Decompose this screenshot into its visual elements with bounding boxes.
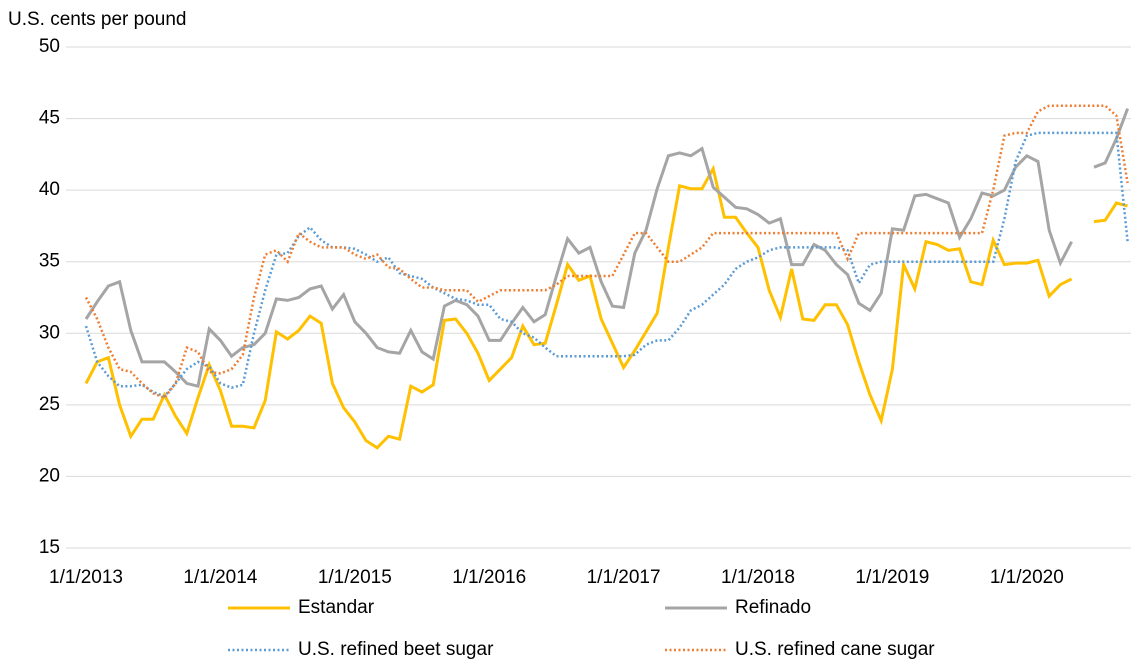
legend-label: U.S. refined cane sugar — [735, 639, 935, 660]
x-tick-label: 1/1/2017 — [587, 567, 661, 588]
x-tick-label: 1/1/2020 — [990, 567, 1064, 588]
x-tick-label: 1/1/2013 — [49, 567, 123, 588]
y-tick-label: 50 — [39, 36, 60, 57]
legend-label: Refinado — [735, 597, 811, 618]
y-tick-label: 25 — [39, 394, 60, 415]
series-line — [84, 104, 1129, 400]
y-tick-label: 20 — [39, 465, 60, 486]
y-axis-label: U.S. cents per pound — [8, 9, 187, 30]
legend-label: Estandar — [298, 597, 375, 618]
series-line — [84, 164, 1073, 450]
y-tick-label: 40 — [39, 179, 60, 200]
y-tick-label: 30 — [39, 322, 60, 343]
x-tick-label: 1/1/2016 — [452, 567, 526, 588]
y-tick-label: 15 — [39, 537, 60, 558]
series-line — [84, 131, 1129, 398]
y-tick-label: 45 — [39, 108, 60, 129]
x-tick-label: 1/1/2014 — [183, 567, 257, 588]
x-tick-label: 1/1/2019 — [855, 567, 929, 588]
x-tick-label: 1/1/2018 — [721, 567, 795, 588]
series-line — [84, 146, 1073, 389]
legend-label: U.S. refined beet sugar — [298, 639, 494, 660]
series-line — [1093, 108, 1130, 169]
series-line — [1093, 201, 1128, 224]
y-tick-label: 35 — [39, 251, 60, 272]
x-tick-label: 1/1/2015 — [318, 567, 392, 588]
